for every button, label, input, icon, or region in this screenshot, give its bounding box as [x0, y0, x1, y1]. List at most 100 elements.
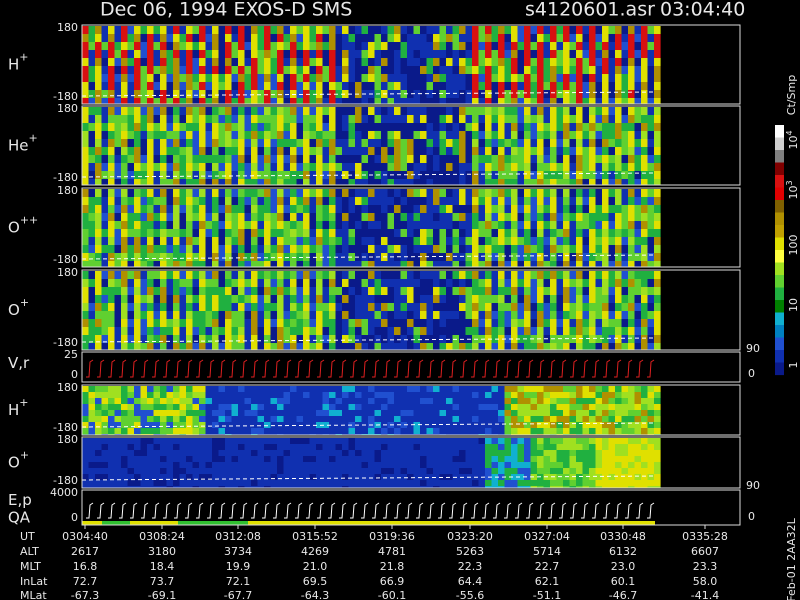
spectrogram-cell	[244, 115, 252, 123]
spectrogram-cell	[387, 416, 395, 422]
spectrogram-cell	[374, 468, 382, 474]
spectrogram-cell	[407, 197, 414, 205]
spectrogram-cell	[595, 163, 603, 171]
spectrogram-cell	[88, 456, 96, 462]
spectrogram-cell	[400, 205, 408, 213]
spectrogram-cell	[654, 319, 661, 327]
spectrogram-cell	[374, 287, 382, 295]
spectrogram-cell	[556, 416, 564, 422]
spectrogram-cell	[511, 90, 518, 98]
spectrogram-cell	[433, 422, 440, 428]
spectrogram-cell	[179, 34, 187, 42]
spectrogram-cell	[348, 303, 356, 311]
spectrogram-cell	[472, 245, 479, 253]
spectrogram-cell	[121, 139, 128, 147]
spectrogram-cell	[628, 416, 635, 422]
spectrogram-cell	[127, 26, 135, 34]
spectrogram-cell	[199, 444, 206, 450]
spectrogram-cell	[225, 279, 232, 287]
spectrogram-cell	[615, 271, 622, 279]
spectrogram-cell	[387, 229, 395, 237]
spectrogram-cell	[329, 327, 336, 335]
spectrogram-cell	[134, 115, 141, 123]
spectrogram-cell	[166, 34, 174, 42]
spectrogram-cell	[459, 82, 466, 90]
spectrogram-cell	[251, 303, 258, 311]
spectrogram-cell	[192, 398, 200, 404]
spectrogram-cell	[537, 237, 544, 245]
spectrogram-cell	[329, 335, 336, 343]
spectrogram-cell	[186, 271, 193, 279]
spectrogram-cell	[433, 474, 440, 480]
spectrogram-cell	[88, 253, 96, 261]
spectrogram-cell	[88, 335, 96, 343]
spectrogram-cell	[602, 343, 609, 350]
spectrogram-cell	[153, 163, 161, 171]
spectrogram-cell	[140, 327, 148, 335]
spectrogram-cell	[615, 404, 622, 410]
spectrogram-cell	[153, 189, 161, 197]
spectrogram-cell	[387, 26, 395, 34]
spectrogram-cell	[95, 50, 102, 58]
spectrogram-cell	[95, 253, 102, 261]
spectrogram-cell	[524, 271, 531, 279]
spectrogram-cell	[264, 107, 271, 115]
spectrogram-cell	[257, 155, 265, 163]
spectrogram-cell	[199, 261, 206, 267]
spectrogram-cell	[88, 98, 96, 104]
spectrogram-cell	[88, 295, 96, 303]
spectrogram-cell	[628, 98, 635, 104]
spectrogram-cell	[641, 253, 648, 261]
spectrogram-cell	[225, 229, 232, 237]
spectrogram-cell	[316, 123, 323, 131]
spectrogram-cell	[582, 245, 590, 253]
spectrogram-cell	[270, 90, 278, 98]
spectrogram-cell	[615, 147, 622, 155]
spectrogram-cell	[205, 438, 213, 444]
spectrogram-cell	[101, 474, 109, 480]
spectrogram-cell	[608, 311, 616, 319]
spectrogram-cell	[576, 287, 583, 295]
spectrogram-cell	[595, 327, 603, 335]
spectrogram-cell	[530, 34, 538, 42]
spectrogram-cell	[413, 147, 421, 155]
spectrogram-cell	[225, 179, 232, 185]
spectrogram-cell	[530, 422, 538, 428]
spectrogram-cell	[212, 319, 219, 327]
spectrogram-cell	[472, 410, 479, 416]
spectrogram-cell	[199, 171, 206, 179]
spectrogram-cell	[563, 74, 570, 82]
spectrogram-cell	[218, 474, 226, 480]
spectrogram-cell	[348, 462, 356, 468]
spectrogram-cell	[387, 456, 395, 462]
spectrogram-cell	[374, 410, 382, 416]
spectrogram-cell	[199, 131, 206, 139]
spectrogram-cell	[95, 343, 102, 350]
spectrogram-cell	[264, 398, 271, 404]
spectrogram-cell	[439, 34, 447, 42]
spectrogram-cell	[231, 90, 239, 98]
spectrogram-cell	[368, 155, 375, 163]
spectrogram-cell	[192, 261, 200, 267]
spectrogram-cell	[121, 398, 128, 404]
spectrogram-cell	[303, 147, 310, 155]
spectrogram-cell	[309, 245, 317, 253]
spectrogram-cell	[277, 26, 284, 34]
spectrogram-cell	[316, 444, 323, 450]
spectrogram-cell	[374, 26, 382, 34]
spectrogram-cell	[511, 410, 518, 416]
spectrogram-cell	[160, 438, 167, 444]
spectrogram-cell	[355, 131, 362, 139]
spectrogram-cell	[517, 229, 525, 237]
spectrogram-cell	[355, 386, 362, 392]
spectrogram-cell	[153, 295, 161, 303]
spectrogram-cell	[88, 462, 96, 468]
spectrogram-cell	[654, 295, 661, 303]
spectrogram-cell	[309, 147, 317, 155]
spectrogram-cell	[309, 319, 317, 327]
spectrogram-cell	[322, 319, 330, 327]
spectrogram-cell	[517, 462, 525, 468]
spectrogram-cell	[186, 343, 193, 350]
spectrogram-cell	[199, 416, 206, 422]
spectrogram-cell	[303, 279, 310, 287]
